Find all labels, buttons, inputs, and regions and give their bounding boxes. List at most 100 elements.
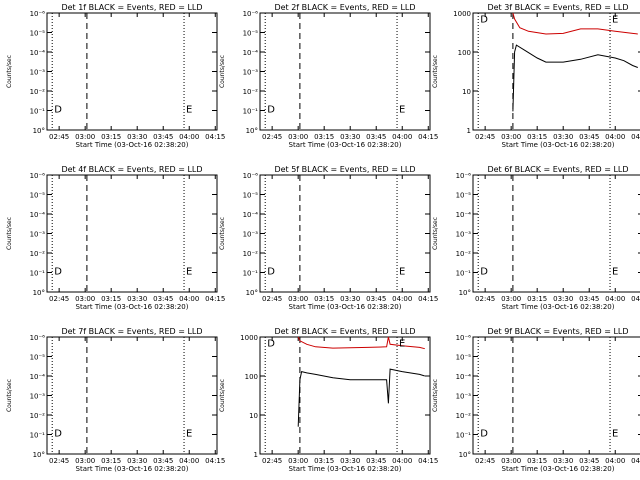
y-tick-label: 10⁻³: [456, 393, 472, 401]
marker-d: D: [480, 14, 488, 25]
plot-frame: [472, 12, 640, 131]
y-tick-label: 10⁻¹: [243, 108, 259, 116]
marker-e: E: [399, 104, 405, 115]
x-axis-label: Start Time (03-Oct-16 02:38:20): [289, 465, 402, 473]
y-tick-label: 10⁻⁵: [30, 354, 46, 362]
y-axis-label: Counts/sec: [6, 217, 13, 250]
x-axis-label: Start Time (03-Oct-16 02:38:20): [76, 303, 189, 311]
panel-det-2: Det 2f BLACK = Events, RED = LLD Counts/s…: [219, 3, 438, 149]
x-tick-label: 03:00: [501, 295, 521, 303]
x-tick-label: 02:45: [49, 457, 69, 465]
x-tick-label: 03:45: [366, 457, 386, 465]
panel-det-5: Det 5f BLACK = Events, RED = LLD Counts/s…: [219, 165, 438, 311]
panel-det-6: Det 6f BLACK = Events, RED = LLD Counts/s…: [432, 165, 640, 311]
y-tick-label: 10⁻¹: [456, 270, 472, 278]
y-tick-label: 1000: [240, 334, 258, 342]
y-tick-label: 10⁻²: [243, 250, 259, 258]
y-tick-label: 10⁻⁶: [30, 10, 46, 18]
x-tick-label: 03:15: [314, 457, 334, 465]
x-tick-label: 04:00: [392, 133, 412, 141]
x-tick-label: 03:30: [553, 457, 573, 465]
x-tick-label: 04:00: [605, 295, 625, 303]
marker-e: E: [186, 266, 192, 277]
x-tick-label: 03:00: [75, 133, 95, 141]
panel-title: Det 5f BLACK = Events, RED = LLD: [274, 165, 415, 174]
x-tick-label: 04:15: [205, 133, 225, 141]
x-tick-label: 02:45: [49, 295, 69, 303]
y-tick-label: 10°: [33, 451, 45, 459]
marker-d: D: [267, 266, 275, 277]
y-tick-label: 10⁻⁶: [456, 172, 472, 180]
y-tick-label: 10⁻⁴: [30, 49, 46, 57]
y-tick-label: 10⁻³: [243, 69, 259, 77]
x-tick-label: 03:45: [579, 457, 599, 465]
panel-title: Det 2f BLACK = Events, RED = LLD: [274, 3, 415, 12]
panel-title: Det 3f BLACK = Events, RED = LLD: [487, 3, 628, 12]
y-tick-label: 10: [462, 88, 471, 96]
x-tick-label: 04:00: [392, 295, 412, 303]
marker-d: D: [480, 428, 488, 439]
x-tick-label: 04:15: [418, 295, 438, 303]
x-tick-label: 04:00: [179, 457, 199, 465]
x-tick-label: 02:45: [262, 457, 282, 465]
x-tick-label: 04:15: [631, 457, 640, 465]
marker-d: D: [480, 266, 488, 277]
x-axis-label: Start Time (03-Oct-16 02:38:20): [76, 141, 189, 149]
panel-title: Det 4f BLACK = Events, RED = LLD: [61, 165, 202, 174]
x-axis-label: Start Time (03-Oct-16 02:38:20): [76, 465, 189, 473]
y-tick-label: 10⁻⁴: [456, 373, 472, 381]
x-tick-label: 03:15: [314, 133, 334, 141]
marker-d: D: [54, 266, 62, 277]
x-tick-label: 03:15: [314, 295, 334, 303]
y-tick-label: 10⁻¹: [456, 432, 472, 440]
y-tick-label: 10°: [246, 289, 258, 297]
y-tick-label: 10⁻⁵: [243, 192, 259, 200]
y-tick-label: 10⁻⁴: [243, 49, 259, 57]
y-axis-label: Counts/sec: [6, 379, 13, 412]
x-tick-label: 03:00: [75, 457, 95, 465]
marker-d: D: [54, 428, 62, 439]
y-tick-label: 10°: [33, 289, 45, 297]
x-tick-label: 03:30: [127, 133, 147, 141]
y-tick-label: 10⁻³: [243, 231, 259, 239]
x-tick-label: 03:15: [101, 133, 121, 141]
y-axis-label: Counts/sec: [219, 217, 226, 250]
x-tick-label: 02:45: [475, 133, 495, 141]
y-tick-label: 100: [458, 49, 471, 57]
y-tick-label: 1: [254, 451, 258, 459]
x-tick-label: 03:30: [553, 295, 573, 303]
y-tick-label: 10⁻¹: [30, 108, 46, 116]
y-tick-label: 10⁻²: [243, 88, 259, 96]
marker-e: E: [186, 104, 192, 115]
x-axis-label: Start Time (03-Oct-16 02:38:20): [502, 303, 615, 311]
y-tick-label: 10⁻⁵: [30, 192, 46, 200]
x-tick-label: 03:45: [579, 295, 599, 303]
marker-e: E: [186, 428, 192, 439]
x-tick-label: 04:00: [605, 133, 625, 141]
y-axis-label: Counts/sec: [432, 55, 439, 88]
y-axis-label: Counts/sec: [219, 379, 226, 412]
panel-title: Det 6f BLACK = Events, RED = LLD: [487, 165, 628, 174]
y-tick-label: 10⁻²: [30, 88, 46, 96]
y-tick-label: 10⁻⁶: [243, 172, 259, 180]
x-tick-label: 03:15: [101, 457, 121, 465]
x-tick-label: 02:45: [262, 133, 282, 141]
x-tick-label: 03:30: [340, 457, 360, 465]
x-tick-label: 03:00: [501, 133, 521, 141]
x-tick-label: 03:15: [527, 295, 547, 303]
y-tick-label: 10⁻¹: [243, 270, 259, 278]
panel-det-4: Det 4f BLACK = Events, RED = LLD Counts/s…: [6, 165, 225, 311]
marker-d: D: [267, 338, 275, 349]
x-tick-label: 04:15: [418, 457, 438, 465]
y-tick-label: 10⁻⁶: [30, 172, 46, 180]
panel-det-1: Det 1f BLACK = Events, RED = LLD Counts/s…: [6, 3, 225, 149]
x-tick-label: 02:45: [475, 457, 495, 465]
x-tick-label: 03:00: [288, 295, 308, 303]
y-tick-label: 10°: [459, 451, 471, 459]
y-tick-label: 1000: [453, 10, 471, 18]
y-tick-label: 10⁻⁴: [456, 211, 472, 219]
panel-det-8: Det 8f BLACK = Events, RED = LLD Counts/s…: [219, 327, 438, 473]
y-tick-label: 10°: [246, 127, 258, 135]
panel-det-9: Det 9f BLACK = Events, RED = LLD Counts/s…: [432, 327, 640, 473]
